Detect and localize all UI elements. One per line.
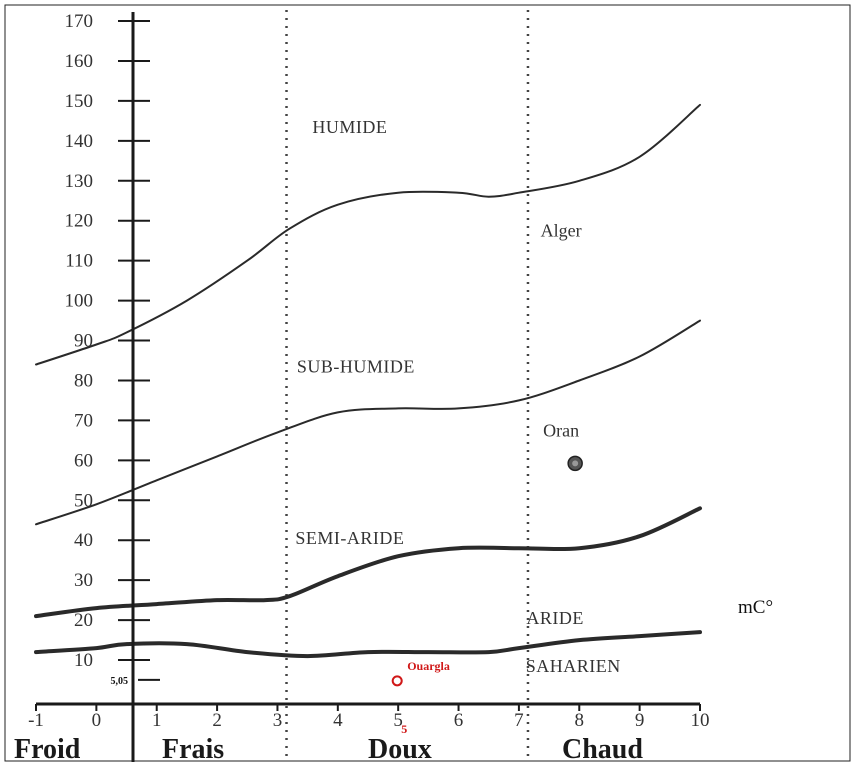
x-tick-label-7: 7 xyxy=(514,710,524,731)
x-tick-label-5: 5 xyxy=(393,710,403,731)
y-tick-label-50: 50 xyxy=(74,490,93,511)
curve-4 xyxy=(34,630,702,659)
y-tick-label-150: 150 xyxy=(65,91,94,112)
x-tick-label-4: 4 xyxy=(333,710,343,731)
curve-1 xyxy=(35,103,701,366)
x-tick-label-10: 10 xyxy=(691,710,710,731)
x-tick-label--1: -1 xyxy=(28,710,44,731)
y-tick-label-30: 30 xyxy=(74,570,93,591)
axes xyxy=(36,12,700,762)
y-axis-ticks: 10 20 30 40 50 60 70 80 90 100 110 120 130 140 150 160 1… xyxy=(65,11,160,687)
x-tick-label-special: 5 xyxy=(401,722,407,736)
zone-label-frais: Frais xyxy=(162,734,224,765)
x-tick-label-3: 3 xyxy=(273,710,283,731)
x-unit-label: mC° xyxy=(738,597,773,618)
y-tick-label-80: 80 xyxy=(74,370,93,391)
y-tick-label-60: 60 xyxy=(74,450,93,471)
stations: Alger Oran Ouargla xyxy=(391,221,583,687)
y-tick-label-100: 100 xyxy=(65,291,94,312)
frame xyxy=(4,4,851,762)
x-tick-label-6: 6 xyxy=(454,710,464,731)
zone-label-froid: Froid xyxy=(14,734,81,765)
x-tick-label-0: 0 xyxy=(92,710,102,731)
curve-3 xyxy=(34,506,702,619)
zone-label-doux: Doux xyxy=(368,734,432,765)
region-label-saharien: SAHARIEN xyxy=(526,656,621,676)
y-tick-label-110: 110 xyxy=(65,251,93,272)
region-label-sub-humide: SUB-HUMIDE xyxy=(297,356,415,376)
station-label-oran: Oran xyxy=(543,420,579,440)
station-label-alger: Alger xyxy=(541,221,582,241)
station-marker-inner-oran xyxy=(572,460,579,467)
region-label-aride: ARIDE xyxy=(526,608,584,628)
y-tick-label-120: 120 xyxy=(65,211,94,232)
region-label-humide: HUMIDE xyxy=(312,117,387,137)
y-tick-label-90: 90 xyxy=(74,331,93,352)
y-tick-label-20: 20 xyxy=(74,610,93,631)
y-tick-label-140: 140 xyxy=(65,131,94,152)
x-tick-label-2: 2 xyxy=(212,710,222,731)
zone-label-chaud: Chaud xyxy=(562,734,643,765)
y-tick-label-special: 5,05 xyxy=(111,676,129,687)
station-label-ouargla: Ouargla xyxy=(407,659,450,673)
y-tick-label-40: 40 xyxy=(74,530,93,551)
region-labels: HUMIDE SUB-HUMIDE SEMI-ARIDE ARIDE SAHARIEN xyxy=(295,117,620,676)
x-axis-ticks: -1 0 1 2 3 4 5 6 7 8 9 10 5 xyxy=(28,704,710,736)
y-tick-label-70: 70 xyxy=(74,410,93,431)
x-tick-label-1: 1 xyxy=(152,710,162,731)
station-marker-ouargla xyxy=(391,675,403,687)
x-tick-label-9: 9 xyxy=(635,710,645,731)
zone-boundaries xyxy=(285,10,530,762)
curve-2 xyxy=(35,319,701,526)
y-tick-label-130: 130 xyxy=(65,171,94,192)
region-label-semi-aride: SEMI-ARIDE xyxy=(295,528,404,548)
y-tick-label-160: 160 xyxy=(65,51,94,72)
x-tick-label-8: 8 xyxy=(575,710,585,731)
y-tick-label-170: 170 xyxy=(65,11,94,32)
temperature-zone-labels: Froid Frais Doux Chaud xyxy=(14,734,643,765)
y-tick-label-10: 10 xyxy=(74,650,93,671)
